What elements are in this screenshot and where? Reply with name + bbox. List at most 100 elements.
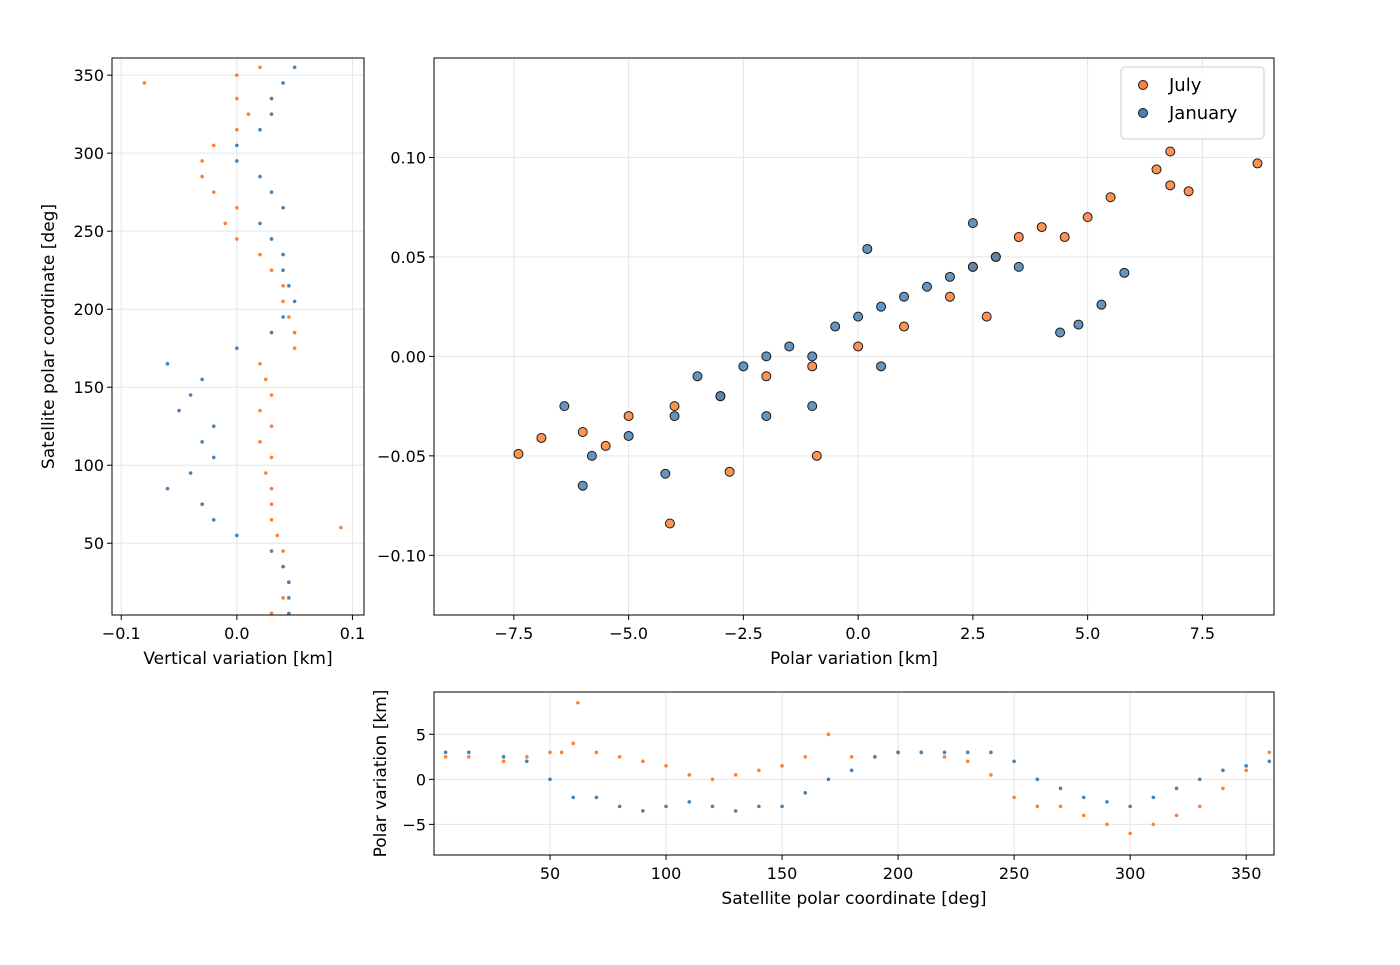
- point: [761, 351, 772, 362]
- point: [1081, 813, 1086, 818]
- x-tick-label: −2.5: [724, 624, 763, 643]
- point: [287, 611, 291, 615]
- point: [559, 750, 564, 755]
- point: [235, 73, 239, 77]
- point: [862, 243, 873, 254]
- x-tick-label: 350: [1231, 864, 1262, 883]
- point: [269, 502, 274, 507]
- point: [981, 311, 992, 322]
- point: [761, 411, 772, 422]
- point: [641, 759, 645, 764]
- point: [1082, 212, 1093, 223]
- legend-marker: [1138, 80, 1148, 90]
- point: [692, 371, 703, 382]
- point: [687, 800, 692, 804]
- point: [571, 741, 576, 746]
- point: [269, 237, 274, 241]
- point: [235, 96, 239, 101]
- point: [281, 205, 285, 210]
- point: [1183, 186, 1194, 197]
- point: [287, 283, 291, 288]
- point: [724, 466, 735, 477]
- point: [287, 315, 291, 319]
- point: [275, 533, 280, 538]
- x-tick-label: 0.0: [845, 624, 870, 643]
- point: [1128, 831, 1132, 836]
- y-tick-label: 50: [84, 534, 104, 553]
- point: [853, 341, 864, 352]
- point: [896, 750, 900, 755]
- point: [1221, 786, 1225, 791]
- point: [1058, 804, 1063, 809]
- point: [1244, 764, 1248, 768]
- point: [803, 791, 808, 795]
- point: [177, 408, 181, 413]
- point: [780, 804, 784, 809]
- point: [1096, 299, 1107, 310]
- legend-label: January: [1168, 103, 1238, 124]
- point: [761, 371, 772, 382]
- point: [287, 580, 291, 585]
- point: [281, 252, 285, 257]
- point: [281, 283, 285, 288]
- point: [281, 81, 285, 85]
- point: [1013, 232, 1024, 243]
- point: [258, 174, 262, 179]
- point: [710, 804, 715, 809]
- point: [617, 755, 622, 759]
- plot-area: [443, 701, 1272, 836]
- x-tick-label: 5.0: [1075, 624, 1100, 643]
- point: [989, 750, 993, 755]
- y-tick-label: 0.05: [390, 248, 426, 267]
- point: [467, 755, 471, 759]
- point: [200, 440, 204, 444]
- point: [989, 773, 993, 777]
- point: [849, 755, 854, 759]
- point: [200, 159, 204, 163]
- point: [1013, 261, 1024, 272]
- point: [443, 755, 448, 759]
- x-tick-label: 100: [651, 864, 682, 883]
- y-tick-label: 5: [416, 725, 426, 744]
- legend-box: [1120, 66, 1265, 140]
- x-axis-label: Satellite polar coordinate [deg]: [721, 889, 986, 909]
- y-tick-label: 150: [73, 378, 104, 397]
- y-tick-label: 0.10: [390, 148, 426, 167]
- point: [784, 341, 795, 352]
- point: [1119, 267, 1130, 278]
- point: [807, 361, 818, 372]
- point: [269, 486, 274, 491]
- legend-marker: [1138, 108, 1148, 118]
- point: [780, 764, 784, 768]
- point: [200, 174, 204, 179]
- point: [617, 804, 622, 809]
- point: [1174, 786, 1179, 791]
- point: [757, 768, 761, 773]
- point: [876, 361, 887, 372]
- point: [269, 455, 274, 460]
- point: [536, 432, 547, 443]
- x-tick-label: −0.1: [102, 624, 141, 643]
- point: [623, 430, 634, 441]
- point: [1035, 777, 1040, 782]
- point: [664, 764, 668, 768]
- point: [269, 518, 274, 522]
- axes-frame: [433, 691, 1275, 856]
- point: [1151, 822, 1156, 827]
- point: [235, 533, 239, 538]
- point: [235, 143, 239, 148]
- point: [1165, 180, 1176, 191]
- point: [258, 65, 262, 70]
- point: [525, 759, 529, 764]
- point: [258, 440, 262, 444]
- point: [594, 750, 599, 755]
- point: [830, 321, 841, 332]
- y-tick-label: 200: [73, 300, 104, 319]
- point: [641, 809, 645, 813]
- point: [235, 127, 239, 132]
- point: [669, 411, 680, 422]
- y-tick-label: 100: [73, 456, 104, 475]
- point: [1012, 759, 1016, 764]
- point: [281, 564, 285, 569]
- point: [899, 291, 910, 302]
